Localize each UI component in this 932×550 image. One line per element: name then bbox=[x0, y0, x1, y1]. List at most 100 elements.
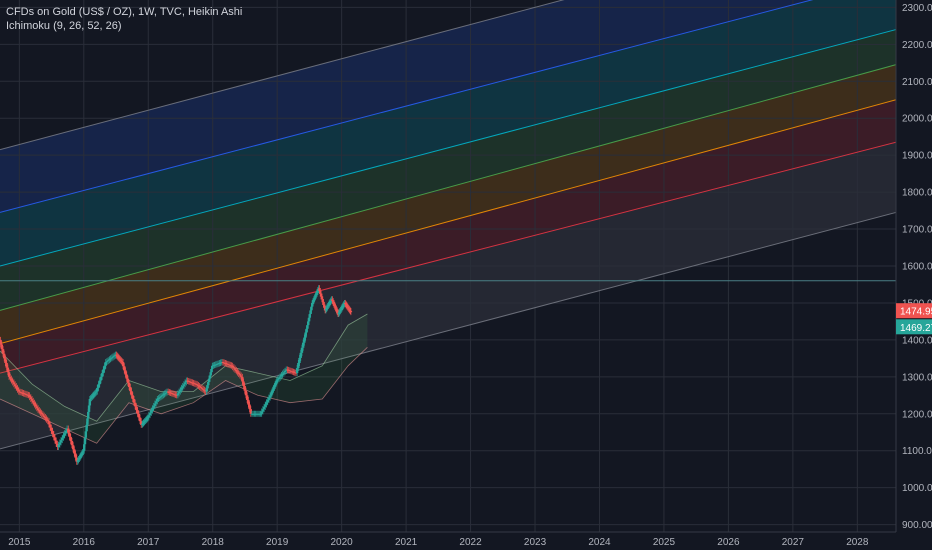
candle-body bbox=[164, 392, 167, 394]
candle-body bbox=[52, 434, 55, 438]
candle-body bbox=[262, 406, 266, 410]
candle-body bbox=[10, 378, 13, 381]
time-tick-label: 2028 bbox=[846, 537, 869, 548]
candle-body bbox=[323, 304, 326, 308]
candle-body bbox=[213, 364, 216, 366]
price-axis-bg bbox=[896, 0, 932, 550]
symbol-label[interactable]: CFDs on Gold (US$ / OZ), 1W, TVC, Heikin… bbox=[6, 6, 243, 18]
candle-body bbox=[78, 456, 82, 458]
candle-body bbox=[91, 396, 94, 398]
candle-body bbox=[48, 424, 52, 428]
time-axis[interactable]: 2015 2016 2017 2018 2019 2020 2021 2022 2023 2024… bbox=[0, 531, 932, 550]
candle-body bbox=[104, 362, 107, 366]
candle-body bbox=[78, 457, 81, 460]
candle-body bbox=[194, 383, 198, 385]
channel-fill-3 bbox=[0, 0, 896, 266]
candle-body bbox=[40, 412, 43, 415]
candle-body bbox=[19, 392, 23, 394]
candle-body bbox=[115, 354, 118, 356]
candle-body bbox=[227, 364, 231, 366]
candle-body bbox=[98, 380, 101, 385]
candle-body bbox=[0, 339, 2, 345]
candle-body bbox=[283, 370, 287, 373]
candle-body bbox=[79, 454, 83, 457]
candle-body bbox=[193, 383, 196, 385]
candle-body bbox=[344, 302, 347, 305]
candle-body bbox=[125, 374, 128, 379]
candle-body bbox=[210, 368, 213, 373]
candle-body bbox=[64, 430, 68, 434]
price-tag-label: 1474.95 bbox=[900, 307, 932, 318]
candle-body bbox=[71, 445, 75, 450]
candle-body bbox=[171, 393, 175, 395]
candle-body bbox=[209, 372, 212, 376]
candle-body bbox=[51, 430, 54, 435]
price-tick-label: 1600.00 bbox=[902, 262, 932, 273]
candle-body bbox=[309, 310, 312, 315]
candle-body bbox=[157, 398, 160, 400]
candle-body bbox=[24, 393, 28, 395]
candle-body bbox=[113, 355, 116, 357]
candle-body bbox=[298, 357, 301, 363]
candle-body bbox=[181, 386, 184, 388]
ichimoku-cloud bbox=[0, 313, 368, 444]
candle-body bbox=[334, 306, 337, 309]
candle-body bbox=[238, 374, 242, 376]
candle-body bbox=[77, 459, 80, 461]
candle-body bbox=[259, 413, 262, 415]
candle-body bbox=[226, 363, 230, 365]
candle-body bbox=[337, 312, 341, 315]
candle-body bbox=[248, 404, 251, 410]
candle-body bbox=[233, 368, 237, 370]
candle-body bbox=[322, 302, 325, 305]
candle-body bbox=[342, 304, 345, 306]
candle-body bbox=[293, 372, 296, 374]
candle-body bbox=[299, 352, 302, 358]
candle-body bbox=[47, 421, 51, 425]
candle-body bbox=[144, 420, 147, 422]
candle-body bbox=[197, 385, 200, 387]
candle-body bbox=[206, 385, 209, 389]
price-tick-label: 1900.00 bbox=[902, 151, 932, 162]
candle-body bbox=[42, 415, 46, 418]
candle-body bbox=[255, 413, 259, 415]
candle-body bbox=[315, 293, 318, 296]
time-tick-label: 2015 bbox=[8, 537, 31, 548]
candle-body bbox=[315, 291, 319, 294]
candle-body bbox=[250, 413, 254, 415]
channel-fill-0 bbox=[0, 99, 896, 374]
candle-body bbox=[67, 428, 70, 433]
indicator-label[interactable]: Ichimoku (9, 26, 52, 26) bbox=[6, 20, 122, 32]
candle-body bbox=[215, 363, 219, 365]
time-tick-label: 2024 bbox=[588, 537, 611, 548]
candle-body bbox=[279, 376, 282, 378]
candle-body bbox=[28, 395, 31, 398]
candle-body bbox=[235, 369, 238, 372]
channel-line-2 bbox=[0, 99, 897, 345]
candle-body bbox=[305, 328, 308, 333]
candle-body bbox=[307, 321, 310, 326]
time-tick-label: 2026 bbox=[717, 537, 740, 548]
candle-body bbox=[319, 293, 323, 297]
candle-body bbox=[163, 393, 166, 395]
price-tick-label: 1300.00 bbox=[902, 372, 932, 383]
candle-body bbox=[301, 342, 305, 348]
candle-body bbox=[336, 310, 339, 313]
candle-body bbox=[162, 394, 165, 396]
candle-body bbox=[133, 402, 137, 407]
candle-body bbox=[109, 358, 112, 360]
candle-body bbox=[142, 422, 146, 424]
candle-body bbox=[294, 372, 298, 374]
candle-body bbox=[267, 397, 271, 400]
candle-body bbox=[232, 367, 236, 369]
candle-body bbox=[254, 413, 257, 415]
candle-body bbox=[16, 387, 19, 390]
candle-body bbox=[270, 391, 274, 394]
candle-body bbox=[11, 380, 14, 383]
price-axis[interactable]: 900.00 1000.00 1100.00 1200.00 1300.00 1400.0… bbox=[895, 0, 932, 550]
candle-body bbox=[300, 347, 304, 353]
candle-body bbox=[38, 410, 41, 412]
candle-body bbox=[50, 427, 53, 431]
